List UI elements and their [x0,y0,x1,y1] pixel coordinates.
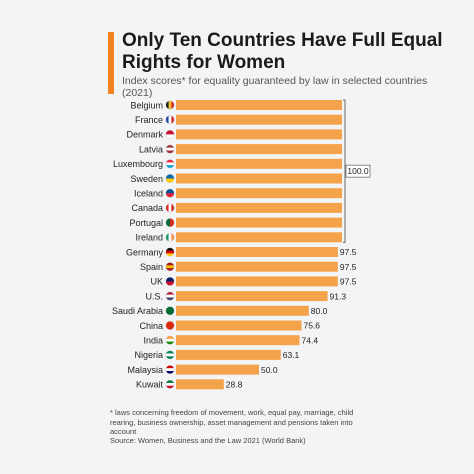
category-label: Latvia [139,144,163,154]
flag-germany-icon [165,247,175,257]
flag-nigeria-icon [165,350,175,360]
bar [176,173,342,184]
chart-subtitle: Index scores* for equality guaranteed by… [122,75,428,99]
bar [176,158,342,169]
category-label: Nigeria [134,350,163,360]
value-label: 75.6 [303,321,320,331]
bar [176,335,300,346]
value-label: 97.5 [340,262,357,272]
flag-outline [165,365,175,374]
flag-outline [165,306,175,316]
category-label: Belgium [130,100,163,110]
flag-outline [165,247,175,257]
flag-outline [165,218,175,228]
flag-outline [165,379,175,389]
category-label: France [135,115,163,125]
bar [176,364,259,375]
category-label: Canada [131,203,163,213]
flag-outline [165,188,175,198]
flag-outline [165,100,175,110]
value-label: 97.5 [340,277,357,287]
category-label: Ireland [135,233,163,243]
bar [176,291,328,302]
category-label: Portugal [129,218,163,228]
flag-outline [165,321,175,330]
bar [176,217,342,228]
flag-outline [165,335,175,345]
bar [176,379,224,390]
flag-luxembourg-icon [165,159,175,169]
group-bracket [343,99,346,243]
flag-outline [165,262,175,272]
flag-france-icon [165,115,175,124]
footnote: * laws concerning freedom of movement, w… [110,408,354,436]
category-label: Kuwait [136,380,164,390]
group-label-box [345,164,371,178]
flag-outline [165,174,175,183]
category-label: Germany [126,247,164,257]
flag-malaysia-icon [165,365,175,374]
category-label: Iceland [134,189,163,199]
group-value-label: 100.0 [347,166,369,176]
bar [176,320,302,331]
flag-latvia-icon [165,144,175,154]
flag-portugal-icon [165,218,175,227]
flag-canada-icon [165,203,175,213]
bar [176,261,338,272]
flag-outline [165,232,175,242]
chart-title: Only Ten Countries Have Full Equal Right… [122,30,443,73]
category-label: Saudi Arabia [112,306,163,316]
flag-outline [165,115,175,125]
value-label: 28.8 [226,380,243,390]
bar [176,232,342,243]
value-label: 63.1 [283,350,300,360]
flag-outline [165,350,175,360]
bar [176,100,342,110]
bar [176,247,338,257]
title-accent-bar [108,32,114,94]
value-label: 74.4 [302,335,319,345]
flag-sweden-icon [165,174,175,183]
category-label: Luxembourg [113,159,163,169]
flag-outline [165,276,175,286]
flag-denmark-icon [165,130,175,139]
flag-outline [165,144,175,154]
bar [176,129,342,140]
flag-kuwait-icon [165,380,175,389]
flag-iceland-icon [165,189,175,198]
flag-spain-icon [165,262,175,271]
category-label: U.S. [145,291,163,301]
bar [176,276,338,287]
value-label: 50.0 [261,365,278,375]
category-label: India [143,336,163,346]
bar [176,188,342,199]
flag-outline [165,203,175,213]
category-label: Sweden [130,174,163,184]
bar [176,144,342,155]
bar [176,202,342,213]
flag-belgium-icon [165,100,175,110]
flag-china-icon [165,321,175,330]
source-note: Source: Women, Business and the Law 2021… [110,436,306,445]
bar [176,305,309,316]
bar [176,114,342,125]
flag-us-icon [165,291,175,301]
flag-outline [165,129,175,139]
value-label: 97.5 [340,247,357,257]
flag-india-icon [165,336,175,345]
flag-outline [165,159,175,169]
category-label: UK [150,277,163,287]
flag-saudi-arabia-icon [165,306,175,315]
category-label: Malaysia [127,365,163,375]
flag-ireland-icon [165,233,175,242]
category-label: China [139,321,163,331]
category-label: Spain [140,262,163,272]
flag-uk-icon [165,277,175,286]
category-label: Denmark [126,130,163,140]
bar [176,349,281,360]
value-label: 91.3 [330,291,347,301]
flag-outline [165,291,175,301]
value-label: 80.0 [311,306,328,316]
